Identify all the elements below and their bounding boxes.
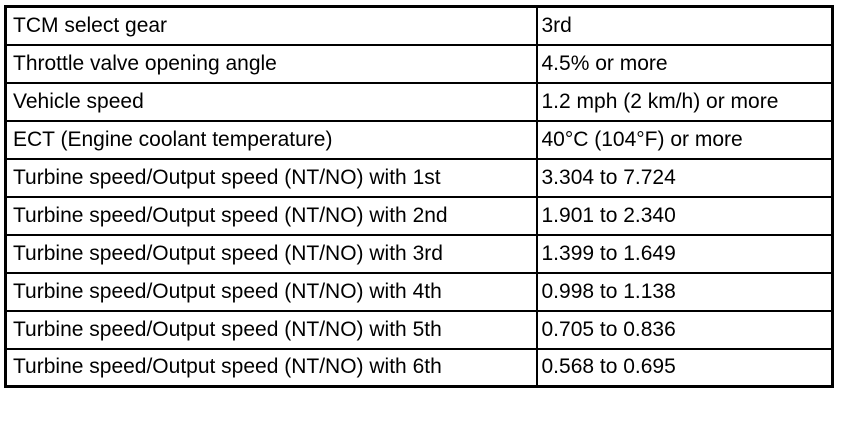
value-cell: 40°C (104°F) or more — [535, 119, 834, 160]
table-row: ECT (Engine coolant temperature) 40°C (10… — [4, 119, 834, 160]
condition-cell: Turbine speed/Output speed (NT/NO) with … — [4, 271, 538, 312]
value-cell: 1.2 mph (2 km/h) or more — [535, 81, 834, 122]
table-row: Turbine speed/Output speed (NT/NO) with … — [4, 157, 834, 198]
value-cell: 4.5% or more — [535, 43, 834, 84]
table-row: TCM select gear 3rd — [4, 5, 834, 46]
condition-cell: Throttle valve opening angle — [4, 43, 538, 84]
value-cell: 3rd — [535, 5, 834, 46]
condition-cell: Turbine speed/Output speed (NT/NO) with … — [4, 347, 538, 388]
value-cell: 1.399 to 1.649 — [535, 233, 834, 274]
value-cell: 3.304 to 7.724 — [535, 157, 834, 198]
condition-cell: Turbine speed/Output speed (NT/NO) with … — [4, 195, 538, 236]
table-row: Vehicle speed 1.2 mph (2 km/h) or more — [4, 81, 834, 122]
condition-cell: ECT (Engine coolant temperature) — [4, 119, 538, 160]
table-row: Turbine speed/Output speed (NT/NO) with … — [4, 195, 834, 236]
value-cell: 0.998 to 1.138 — [535, 271, 834, 312]
value-cell: 1.901 to 2.340 — [535, 195, 834, 236]
condition-cell: Turbine speed/Output speed (NT/NO) with … — [4, 157, 538, 198]
spec-table: TCM select gear 3rd Throttle valve opening… — [4, 5, 834, 388]
condition-cell: Turbine speed/Output speed (NT/NO) with … — [4, 309, 538, 350]
value-cell: 0.705 to 0.836 — [535, 309, 834, 350]
table-row: Turbine speed/Output speed (NT/NO) with … — [4, 271, 834, 312]
table-row: Turbine speed/Output speed (NT/NO) with … — [4, 233, 834, 274]
condition-cell: TCM select gear — [4, 5, 538, 46]
table-row: Turbine speed/Output speed (NT/NO) with … — [4, 309, 834, 350]
condition-cell: Vehicle speed — [4, 81, 538, 122]
table-body: TCM select gear 3rd Throttle valve opening… — [4, 5, 834, 388]
table-row: Turbine speed/Output speed (NT/NO) with … — [4, 347, 834, 388]
condition-cell: Turbine speed/Output speed (NT/NO) with … — [4, 233, 538, 274]
value-cell: 0.568 to 0.695 — [535, 347, 834, 388]
table-row: Throttle valve opening angle 4.5% or more — [4, 43, 834, 84]
